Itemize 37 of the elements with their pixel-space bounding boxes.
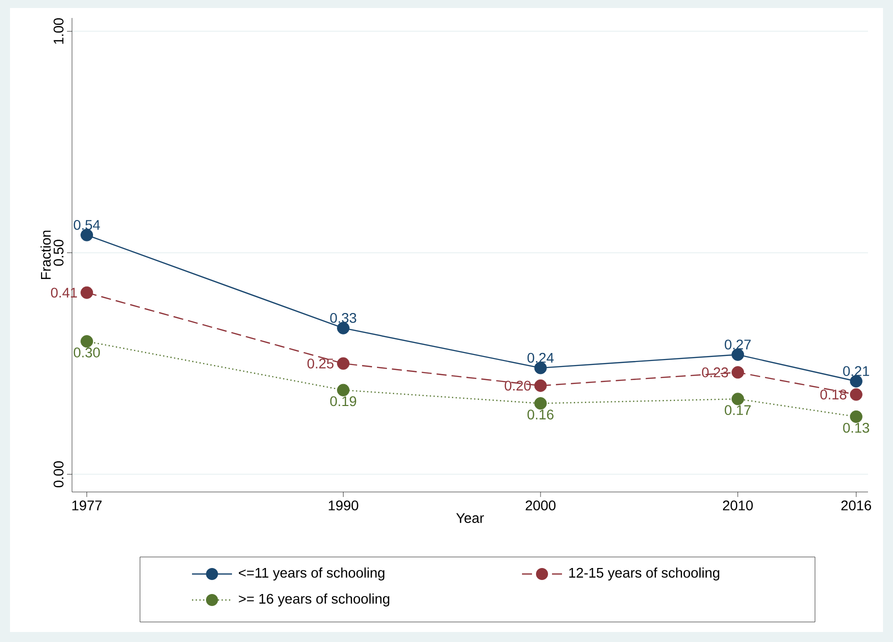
x-tick-label: 1990: [328, 500, 358, 510]
data-label: 0.30: [74, 348, 100, 358]
x-tick-label: 2010: [722, 500, 753, 510]
y-axis-title: Fraction: [40, 230, 51, 280]
y-tick-label: 0.50: [54, 240, 64, 266]
y-tick-label: 1.00: [54, 18, 64, 44]
point: [337, 384, 350, 396]
data-label: 0.19: [330, 396, 356, 406]
point: [732, 366, 744, 379]
y-tick-label: 0.00: [54, 461, 64, 488]
point: [732, 392, 744, 406]
legend-label: <=11 years of schooling: [238, 567, 384, 580]
x-axis-title: Year: [456, 513, 484, 523]
x-tick-label: 2016: [841, 500, 872, 510]
point: [337, 357, 350, 370]
legend-label: >= 16 years of schooling: [238, 593, 390, 606]
data-label: 0.20: [504, 380, 531, 391]
point: [80, 335, 94, 348]
point: [80, 286, 94, 299]
point: [534, 397, 547, 410]
data-label: 0.41: [51, 288, 77, 298]
data-label: 0.18: [820, 390, 846, 400]
legend-label: 12-15 years of schooling: [569, 567, 720, 580]
data-label: 0.24: [528, 352, 554, 363]
point: [850, 410, 862, 423]
data-label: 0.33: [330, 312, 356, 323]
x-tick-label: 2000: [526, 500, 556, 510]
data-label: 0.21: [843, 366, 870, 376]
data-label: 0.25: [307, 358, 334, 368]
x-tick-label: 1977: [72, 500, 102, 510]
data-label: 0.13: [843, 422, 870, 433]
data-label: 0.17: [724, 405, 751, 416]
point: [534, 379, 547, 392]
data-label: 0.16: [528, 410, 554, 420]
point: [850, 388, 862, 401]
data-label: 0.54: [74, 220, 100, 230]
data-label: 0.27: [724, 340, 751, 350]
